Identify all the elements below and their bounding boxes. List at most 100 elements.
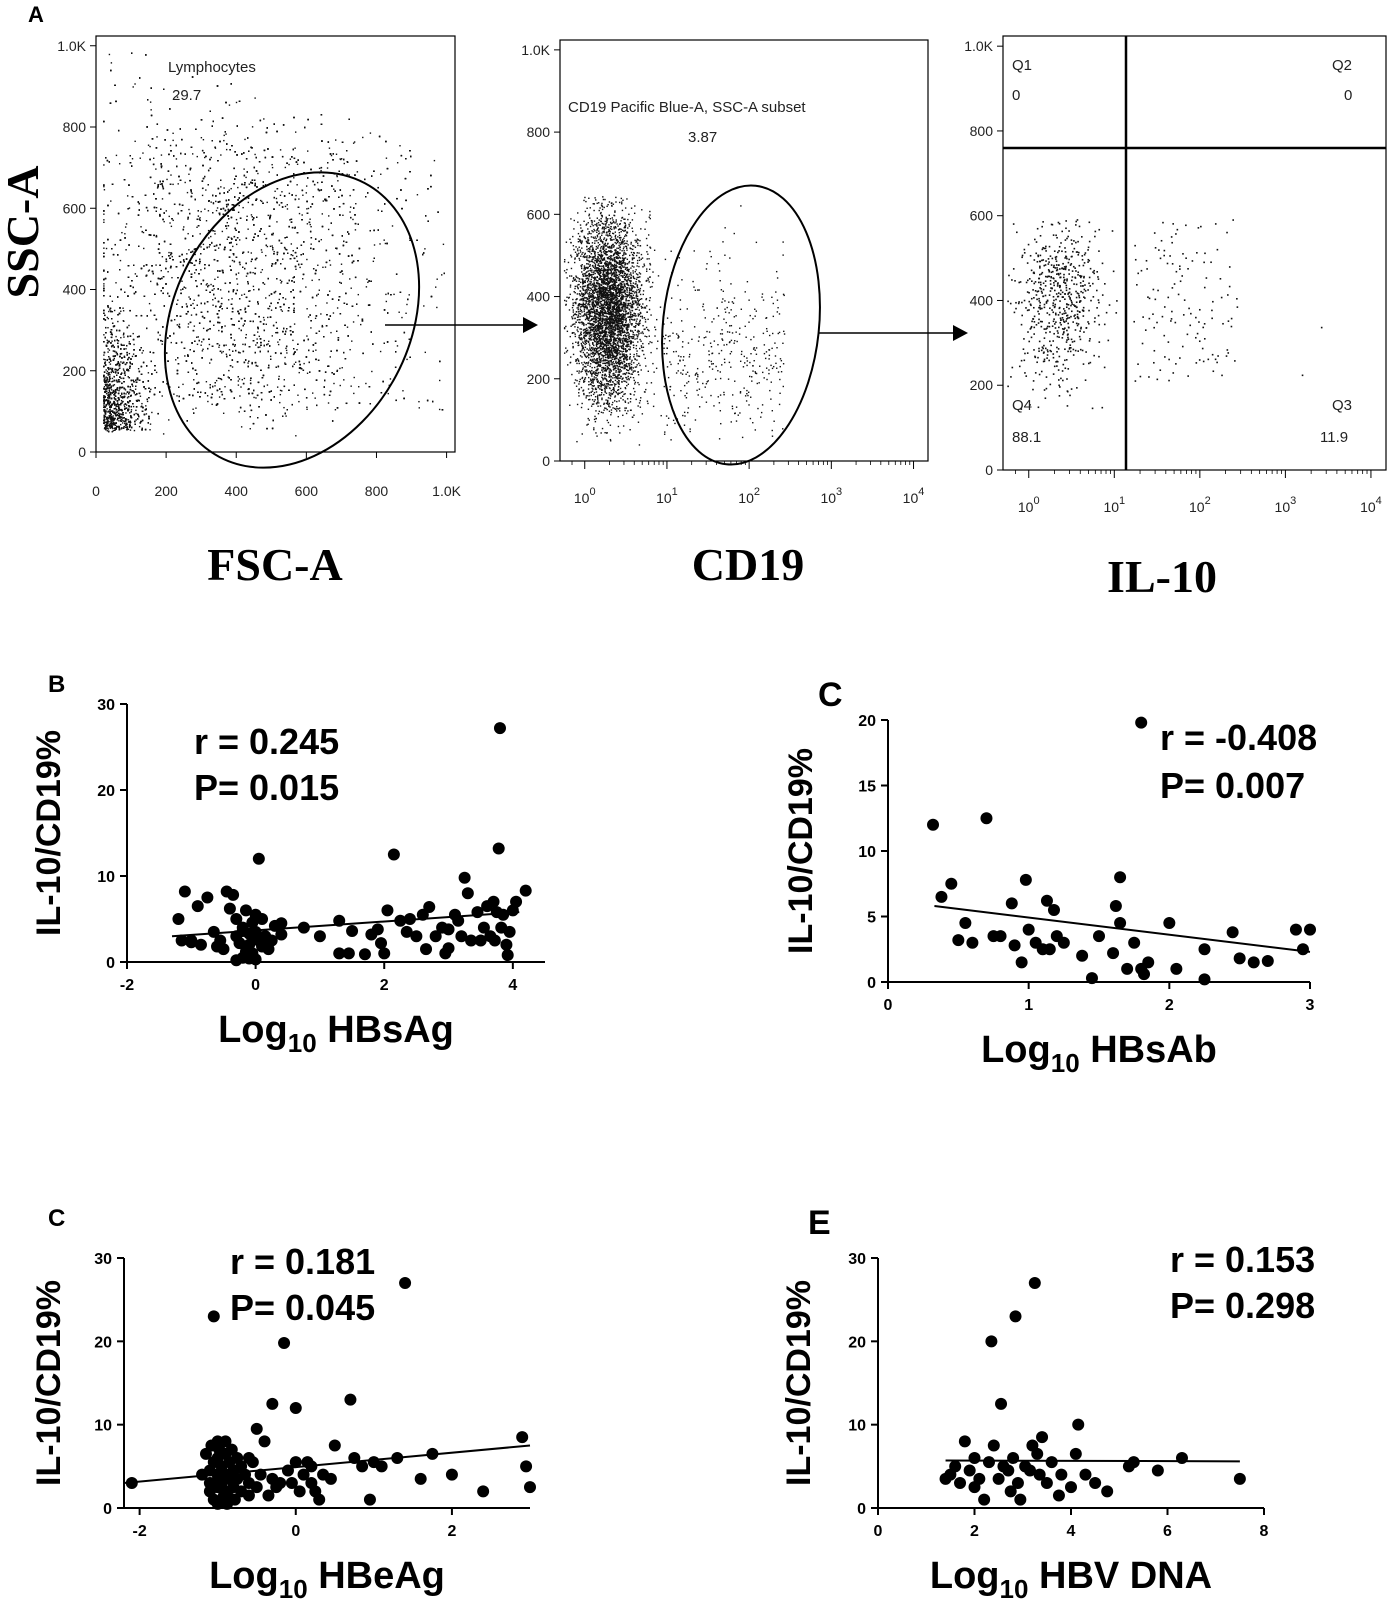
x-tick-label: 0 bbox=[874, 1523, 883, 1540]
x-tick-label: 4 bbox=[1067, 1523, 1076, 1540]
regression-line bbox=[123, 1444, 531, 1484]
flow2-frame bbox=[559, 39, 929, 462]
data-point bbox=[378, 947, 391, 960]
q1-label: Q1 bbox=[1012, 57, 1032, 74]
data-point bbox=[172, 913, 185, 925]
x-tick-label: 4 bbox=[508, 977, 517, 994]
y-tick-label: 0 bbox=[857, 1501, 866, 1518]
x-tick-label: 1 bbox=[1024, 997, 1033, 1014]
y-tick-label: 10 bbox=[97, 869, 115, 886]
stat-r-c-bottom: r = 0.181 bbox=[230, 1241, 375, 1282]
data-point bbox=[503, 925, 516, 938]
data-point bbox=[1004, 1485, 1017, 1498]
y-tick-label: 800 bbox=[63, 119, 87, 135]
data-point bbox=[293, 1485, 306, 1498]
y-tick-label: 30 bbox=[94, 1251, 112, 1268]
y-tick: 30 bbox=[94, 1251, 124, 1268]
data-point bbox=[994, 930, 1007, 943]
flow1-ticks: 0 200 400 600 800 1.0K 0 200 400 600 800 1.0K bbox=[57, 38, 461, 499]
y-tick-label: 0 bbox=[542, 453, 550, 469]
data-point bbox=[1072, 1418, 1085, 1431]
x-tick: 3 bbox=[1306, 982, 1315, 1014]
y-tick: 20 bbox=[858, 713, 888, 730]
x-tick: 100 bbox=[574, 461, 596, 506]
data-point bbox=[516, 1431, 529, 1444]
data-point bbox=[194, 938, 207, 951]
data-point bbox=[239, 904, 252, 917]
data-point bbox=[356, 1460, 369, 1473]
data-point bbox=[333, 914, 346, 927]
data-point bbox=[281, 1464, 294, 1477]
data-point bbox=[1107, 947, 1120, 960]
x-tick-label: -2 bbox=[132, 1523, 146, 1540]
data-point bbox=[375, 1460, 388, 1473]
data-point bbox=[258, 1435, 271, 1448]
x-tick-label: 8 bbox=[1260, 1523, 1269, 1540]
data-point bbox=[246, 927, 259, 940]
y-tick-label: 400 bbox=[527, 289, 551, 305]
data-point bbox=[1114, 871, 1127, 884]
data-point bbox=[1121, 962, 1134, 975]
data-point bbox=[363, 1493, 376, 1506]
data-point bbox=[1023, 1464, 1036, 1477]
y-tick: 1.0K bbox=[57, 38, 96, 54]
data-point bbox=[371, 923, 384, 936]
data-point bbox=[230, 954, 243, 967]
data-point bbox=[455, 930, 468, 943]
y-tick-label: 600 bbox=[63, 200, 87, 216]
data-point bbox=[442, 923, 455, 936]
data-point bbox=[1028, 1277, 1041, 1289]
data-point bbox=[1198, 943, 1211, 956]
data-point bbox=[1142, 956, 1155, 969]
y-tick-label: 20 bbox=[848, 1334, 866, 1351]
x-axis-label: Log10 HBV DNA bbox=[930, 1555, 1212, 1604]
data-point bbox=[423, 900, 436, 913]
stat-p-c-top: P= 0.007 bbox=[1160, 765, 1305, 806]
data-point bbox=[1014, 1493, 1027, 1506]
data-point bbox=[488, 934, 501, 947]
data-point bbox=[328, 1439, 341, 1452]
flow3-event-dots bbox=[1007, 219, 1323, 410]
data-point bbox=[400, 925, 413, 938]
x-tick: 2 bbox=[380, 962, 389, 994]
flow2-xlabel: CD19 bbox=[692, 539, 804, 590]
x-tick-label: 100 bbox=[1018, 495, 1040, 515]
x-tick: 101 bbox=[1103, 470, 1125, 515]
data-point bbox=[313, 930, 326, 943]
data-point bbox=[461, 887, 474, 900]
data-point bbox=[945, 877, 958, 890]
data-point bbox=[492, 842, 505, 855]
flow3-xlabel: IL-10 bbox=[1107, 551, 1217, 602]
data-point bbox=[414, 1472, 427, 1485]
x-tick-label: 104 bbox=[1360, 495, 1382, 515]
data-point bbox=[211, 940, 224, 953]
scatter-panel-c-top: 0 5 10 15 20 0 1 2 3 IL-10/CD19% Log10 HBsAb bbox=[782, 713, 1316, 1078]
data-point bbox=[520, 1460, 533, 1473]
data-point bbox=[477, 1485, 490, 1498]
y-tick: 0 bbox=[542, 453, 560, 469]
data-point bbox=[442, 942, 455, 955]
y-tick: 800 bbox=[63, 119, 96, 135]
data-point bbox=[262, 1489, 275, 1502]
data-point bbox=[1015, 956, 1028, 969]
panel-letter-a: A bbox=[28, 2, 44, 27]
data-point bbox=[1151, 1464, 1164, 1477]
lymphocytes-gate-value: 29.7 bbox=[172, 87, 201, 104]
y-tick: 20 bbox=[97, 783, 127, 800]
data-point bbox=[1005, 897, 1018, 910]
data-point bbox=[254, 1468, 267, 1481]
flow2-ticks: 0 200 400 600 800 1.0K 100 101 102 103 104 bbox=[521, 42, 924, 506]
scatter-panel-e: 0 10 20 30 0 2 4 6 8 IL-10/CD19% Log10 HBV DNA bbox=[780, 1251, 1269, 1604]
y-tick: 600 bbox=[63, 200, 96, 216]
data-point bbox=[223, 902, 236, 915]
data-point bbox=[387, 848, 400, 861]
y-tick-label: 600 bbox=[527, 206, 551, 222]
data-point bbox=[524, 1481, 536, 1494]
y-tick: 5 bbox=[867, 910, 888, 927]
data-point bbox=[1031, 1447, 1044, 1460]
x-tick-label: 102 bbox=[1189, 495, 1211, 515]
data-point bbox=[1085, 972, 1098, 985]
data-point bbox=[973, 1472, 986, 1485]
x-tick-label: 600 bbox=[295, 483, 319, 499]
y-tick-label: 20 bbox=[94, 1334, 112, 1351]
